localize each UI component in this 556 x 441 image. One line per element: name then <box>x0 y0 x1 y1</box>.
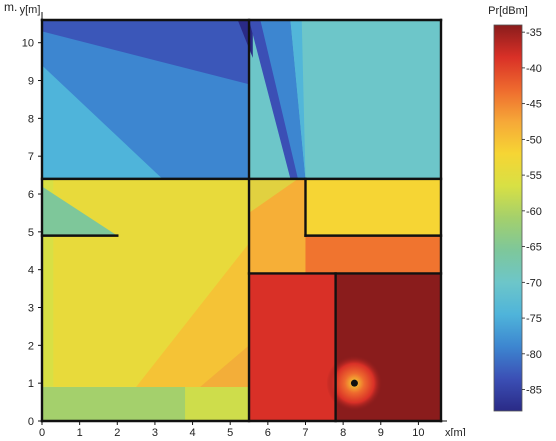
colorbar-tick-label: -55 <box>526 170 542 182</box>
y-tick-label: 7 <box>28 151 34 163</box>
y-tick-label: 9 <box>28 76 34 88</box>
colorbar-tick-label: -60 <box>526 206 542 218</box>
colorbar-tick-label: -75 <box>526 313 542 325</box>
transmitter-marker <box>350 379 358 387</box>
colorbar-tick-label: -70 <box>526 277 542 289</box>
x-tick-label: 1 <box>77 427 83 436</box>
x-tick-label: 6 <box>265 427 271 436</box>
shade-upper-right-stripe-light <box>290 20 306 179</box>
y-tick-label: 5 <box>28 227 34 239</box>
y-tick-label: 3 <box>28 303 34 315</box>
colorbar-tick-label: -35 <box>526 27 542 39</box>
y-tick-label: 10 <box>22 38 34 50</box>
colorbar-tick-label: -65 <box>526 242 542 254</box>
shade-upper-right-stripe-dark <box>249 20 298 179</box>
colorbar-tick-label: -40 <box>526 63 542 75</box>
x-tick-label: 9 <box>378 427 384 436</box>
shade-upper-left-dark <box>42 20 250 85</box>
x-tick-label: 10 <box>412 427 424 436</box>
corner-label: m. <box>4 0 18 14</box>
region-lower-middle-room <box>249 273 336 421</box>
x-tick-label: 3 <box>152 427 158 436</box>
colorbar-layer: Pr[dBm] -35 -40 -45 -50 -55 -60 -65 -70 -75 -80 -85 <box>488 5 542 412</box>
y-tick-label: 8 <box>28 113 34 125</box>
y-axis-label: y[m] <box>20 4 41 16</box>
x-tick-label: 7 <box>302 427 308 436</box>
y-tick-label: 6 <box>28 189 34 201</box>
y-tick-label: 1 <box>28 378 34 390</box>
y-tick-label: 2 <box>28 340 34 352</box>
y-tick-label: 4 <box>28 265 34 277</box>
x-tick-label: 8 <box>340 427 346 436</box>
shade-hallway-red <box>305 235 441 274</box>
x-axis-label: x[m] <box>445 427 466 436</box>
shade-strip-yellow <box>185 386 250 421</box>
colorbar-tick-label: -45 <box>526 99 542 111</box>
shading-layer <box>42 20 441 421</box>
colorbar-label: Pr[dBm] <box>488 5 528 17</box>
x-tick-label: 2 <box>114 427 120 436</box>
axes-layer: 0 1 2 3 4 5 6 7 8 9 10 0 1 2 3 4 5 6 7 8 9 10 x[m] y[m] <box>20 4 466 439</box>
y-tick-label: 0 <box>28 416 34 428</box>
x-tick-label: 5 <box>227 427 233 436</box>
colorbar-tick-label: -50 <box>526 134 542 146</box>
shade-left-green-wedge <box>42 186 118 236</box>
shade-left-yellow <box>53 178 250 387</box>
colorbar-tick-label: -80 <box>526 349 542 361</box>
x-tick-label: 4 <box>190 427 196 436</box>
x-tick-label: 0 <box>39 427 45 436</box>
colorbar-tick-label: -85 <box>526 385 542 397</box>
shade-hallway-yellow <box>249 178 298 213</box>
colorbar-bar <box>493 24 523 412</box>
